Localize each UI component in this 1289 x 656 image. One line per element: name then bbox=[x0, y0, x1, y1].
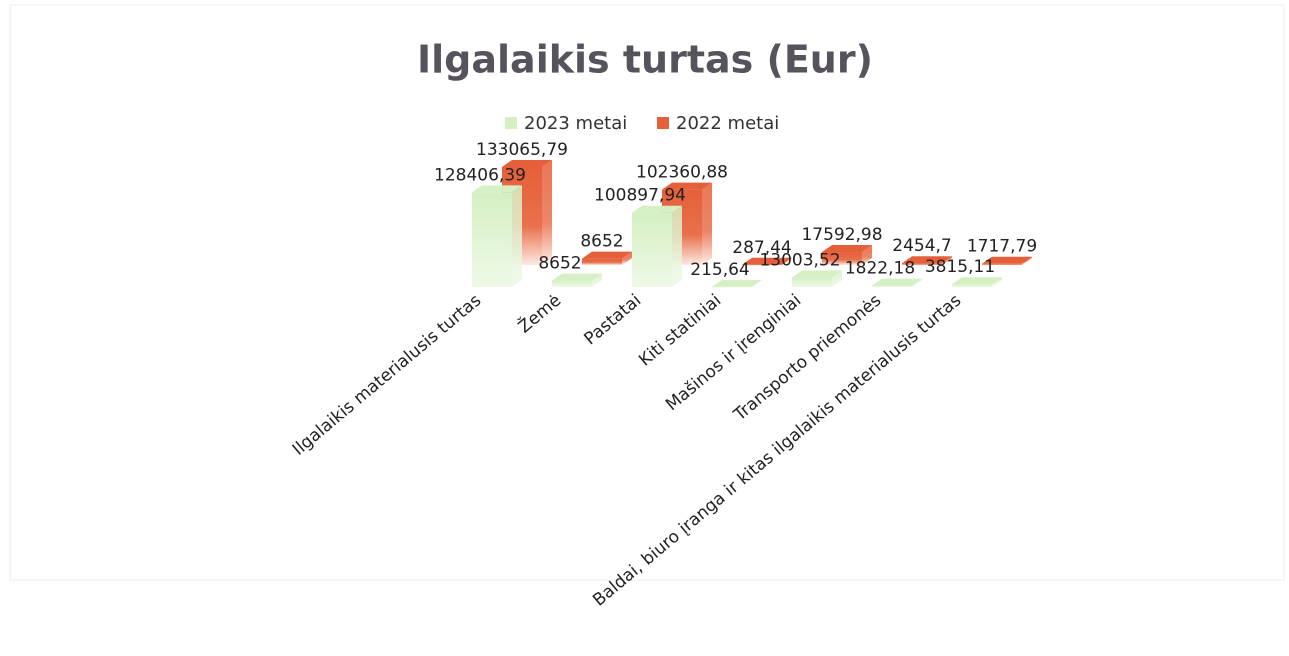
bar-top bbox=[742, 257, 792, 265]
bar bbox=[552, 280, 592, 287]
bar bbox=[952, 284, 992, 287]
bar bbox=[742, 264, 782, 266]
bar-top bbox=[822, 245, 872, 253]
x-tick-label: Ilgalaikis materialusis turtas bbox=[289, 290, 485, 459]
data-label: 287,44 bbox=[732, 238, 791, 258]
bar-top bbox=[662, 182, 712, 190]
bar-side bbox=[542, 160, 552, 265]
bar-side bbox=[592, 273, 602, 287]
data-label: 100897,94 bbox=[594, 186, 686, 206]
x-tick-label: Transporto priemonės bbox=[729, 290, 885, 425]
data-label: 133065,79 bbox=[476, 140, 568, 160]
data-label: 13003,52 bbox=[759, 250, 840, 270]
bar-side bbox=[912, 278, 922, 287]
legend-swatch bbox=[505, 117, 517, 129]
bar-side bbox=[672, 205, 682, 287]
bar-side bbox=[782, 257, 792, 265]
data-label: 1822,18 bbox=[845, 259, 915, 279]
bar-side bbox=[512, 185, 522, 287]
bar bbox=[902, 263, 942, 265]
bar-side bbox=[702, 182, 712, 265]
chart-title: Ilgalaikis turtas (Eur) bbox=[417, 38, 873, 82]
data-label: 215,64 bbox=[690, 260, 749, 280]
data-label: 128406,39 bbox=[434, 165, 526, 185]
bar bbox=[982, 263, 1022, 265]
bar-side bbox=[942, 256, 952, 265]
bar-top bbox=[632, 205, 682, 213]
bar-top bbox=[552, 273, 602, 281]
data-label: 17592,98 bbox=[801, 225, 882, 245]
bar-top bbox=[872, 278, 922, 286]
bar-side bbox=[1022, 256, 1032, 265]
legend-label: 2022 metai bbox=[676, 113, 779, 134]
bar-top bbox=[502, 160, 552, 167]
bar-top bbox=[982, 256, 1032, 264]
data-label: 2454,7 bbox=[892, 236, 951, 256]
bar bbox=[472, 192, 512, 287]
bar bbox=[792, 277, 832, 287]
bar-top bbox=[582, 251, 632, 259]
x-tick-label: Žemė bbox=[513, 289, 565, 337]
data-label: 102360,88 bbox=[636, 163, 728, 183]
x-tick-label: Baldai, biuro įranga ir kitas ilgalaikis… bbox=[589, 290, 965, 610]
bar bbox=[712, 286, 752, 288]
data-label: 8652 bbox=[538, 254, 581, 274]
bar-side bbox=[752, 279, 762, 287]
legend-label: 2023 metai bbox=[524, 113, 627, 134]
bar-top bbox=[472, 185, 522, 193]
x-tick-label: Mašinos ir įrenginiai bbox=[662, 291, 805, 416]
bar-top bbox=[902, 256, 952, 264]
bar-side bbox=[832, 270, 842, 287]
x-tick-label: Pastatai bbox=[581, 291, 646, 350]
bar bbox=[872, 285, 912, 287]
legend-swatch bbox=[657, 117, 669, 129]
bar bbox=[582, 258, 622, 265]
bar-top bbox=[792, 270, 842, 278]
bar-side bbox=[862, 245, 872, 265]
data-label: 8652 bbox=[580, 232, 623, 252]
chart-frame bbox=[9, 4, 1285, 581]
bar bbox=[632, 212, 672, 287]
data-label: 3815,11 bbox=[925, 257, 995, 277]
bar-top bbox=[712, 279, 762, 287]
bar-top bbox=[952, 277, 1002, 285]
bar-side bbox=[622, 251, 632, 265]
bar-side bbox=[992, 277, 1002, 287]
data-label: 1717,79 bbox=[967, 237, 1037, 257]
bar bbox=[822, 252, 862, 265]
